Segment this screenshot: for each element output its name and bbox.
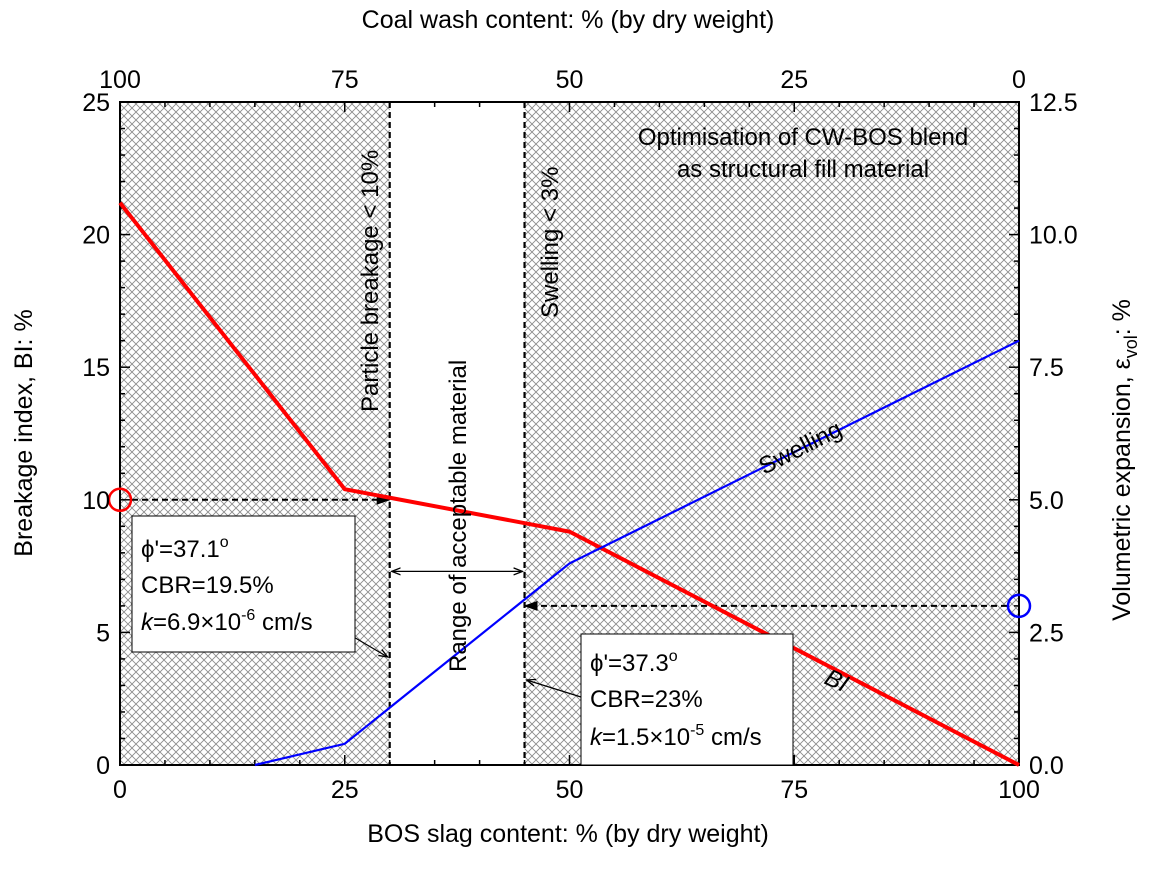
box-right-k-value: =1.5×10 <box>602 724 690 751</box>
box-left-k-value: =6.9×10 <box>153 609 241 636</box>
optimisation-note-line2: as structural fill material <box>677 156 929 183</box>
range-label: Range of acceptable material <box>445 360 472 672</box>
y-right-tick-label: 2.5 <box>1029 619 1064 647</box>
annotations <box>351 571 582 698</box>
box-right-cbr: CBR=23% <box>590 686 703 713</box>
y-axis-right-title-main: Volumetric expansion, ε <box>1108 358 1136 621</box>
x-bottom-tick-label: 100 <box>998 776 1040 804</box>
y-left-tick-label: 25 <box>82 89 110 117</box>
y-left-tick-label: 20 <box>82 222 110 250</box>
limit-label-swelling: Swelling < 3% <box>537 167 564 318</box>
guide-lines <box>132 494 1007 611</box>
x-top-tick-label: 50 <box>556 66 584 94</box>
data-series <box>118 201 1020 767</box>
y-left-tick-label: 5 <box>96 619 110 647</box>
marker-swelling-3 <box>1006 593 1032 619</box>
x-axis-top-title: Coal wash content: % (by dry weight) <box>362 6 775 34</box>
y-left-tick-label: 10 <box>82 487 110 515</box>
box-right-phi-degree: o <box>669 648 678 665</box>
limit-label-breakage: Particle breakage < 10% <box>357 150 384 412</box>
series-line-swelling <box>254 339 1020 767</box>
y-axis-right-title: Volumetric expansion, εvol: % <box>1108 299 1141 621</box>
x-bottom-tick-label: 0 <box>113 776 127 804</box>
limit-lines <box>388 102 526 765</box>
plot-background <box>120 102 1019 765</box>
x-bottom-tick-label: 25 <box>331 776 359 804</box>
x-top-tick-label: 25 <box>780 66 808 94</box>
y-axis-left-title: Breakage index, BI: % <box>10 309 38 556</box>
box-right-k-symbol: k <box>590 724 604 751</box>
x-bottom-tick-label: 75 <box>780 776 808 804</box>
x-bottom-tick-label: 50 <box>556 776 584 804</box>
box-right-phi: ϕ'=37.3o <box>590 648 678 677</box>
box-left-cbr: CBR=19.5% <box>141 572 274 599</box>
x-top-tick-label: 0 <box>1012 66 1026 94</box>
y-axis-right-title-sub: vol <box>1121 335 1141 358</box>
parameter-box-left-frame <box>131 515 356 653</box>
box-left-k: k=6.9×10-6 cm/s <box>141 607 313 636</box>
box-right-k-unit: cm/s <box>704 724 761 751</box>
x-top-tick-label: 100 <box>99 66 141 94</box>
box-left-k-unit: cm/s <box>255 609 312 636</box>
data-markers <box>107 487 1032 619</box>
y-left-tick-label: 15 <box>82 354 110 382</box>
y-right-tick-label: 5.0 <box>1029 487 1064 515</box>
box-right-k: k=1.5×10-5 cm/s <box>590 722 762 751</box>
marker-bi-10 <box>107 487 133 513</box>
box-left-phi-degree: o <box>220 534 229 551</box>
y-right-tick-label: 10.0 <box>1029 222 1078 250</box>
y-right-tick-label: 12.5 <box>1029 89 1078 117</box>
optimisation-note-line1: Optimisation of CW-BOS blend <box>638 124 968 151</box>
leader-left-box <box>351 635 388 657</box>
y-right-tick-label: 7.5 <box>1029 354 1064 382</box>
box-left-phi: ϕ'=37.1o <box>141 534 229 563</box>
y-right-tick-label: 0.0 <box>1029 752 1064 780</box>
y-left-tick-label: 0 <box>96 752 110 780</box>
parameter-box-left: ϕ'=37.1o CBR=19.5% k=6.9×10-6 cm/s <box>131 515 356 653</box>
hatch-region-left <box>120 102 390 765</box>
leader-right-box <box>527 680 582 698</box>
box-left-phi-text: ϕ'=37.1 <box>141 536 220 563</box>
parameter-box-right: ϕ'=37.3o CBR=23% k=1.5×10-5 cm/s <box>580 633 794 766</box>
series-line-bi <box>118 201 1020 767</box>
box-right-phi-text: ϕ'=37.3 <box>590 650 669 677</box>
box-left-k-symbol: k <box>141 609 155 636</box>
box-right-k-exponent: -5 <box>690 722 704 739</box>
box-left-k-exponent: -6 <box>241 607 255 624</box>
x-top-tick-label: 75 <box>331 66 359 94</box>
x-axis-bottom-title: BOS slag content: % (by dry weight) <box>367 820 769 848</box>
y-axis-right-title-tail: : % <box>1108 299 1136 335</box>
parameter-box-right-frame <box>580 633 794 766</box>
